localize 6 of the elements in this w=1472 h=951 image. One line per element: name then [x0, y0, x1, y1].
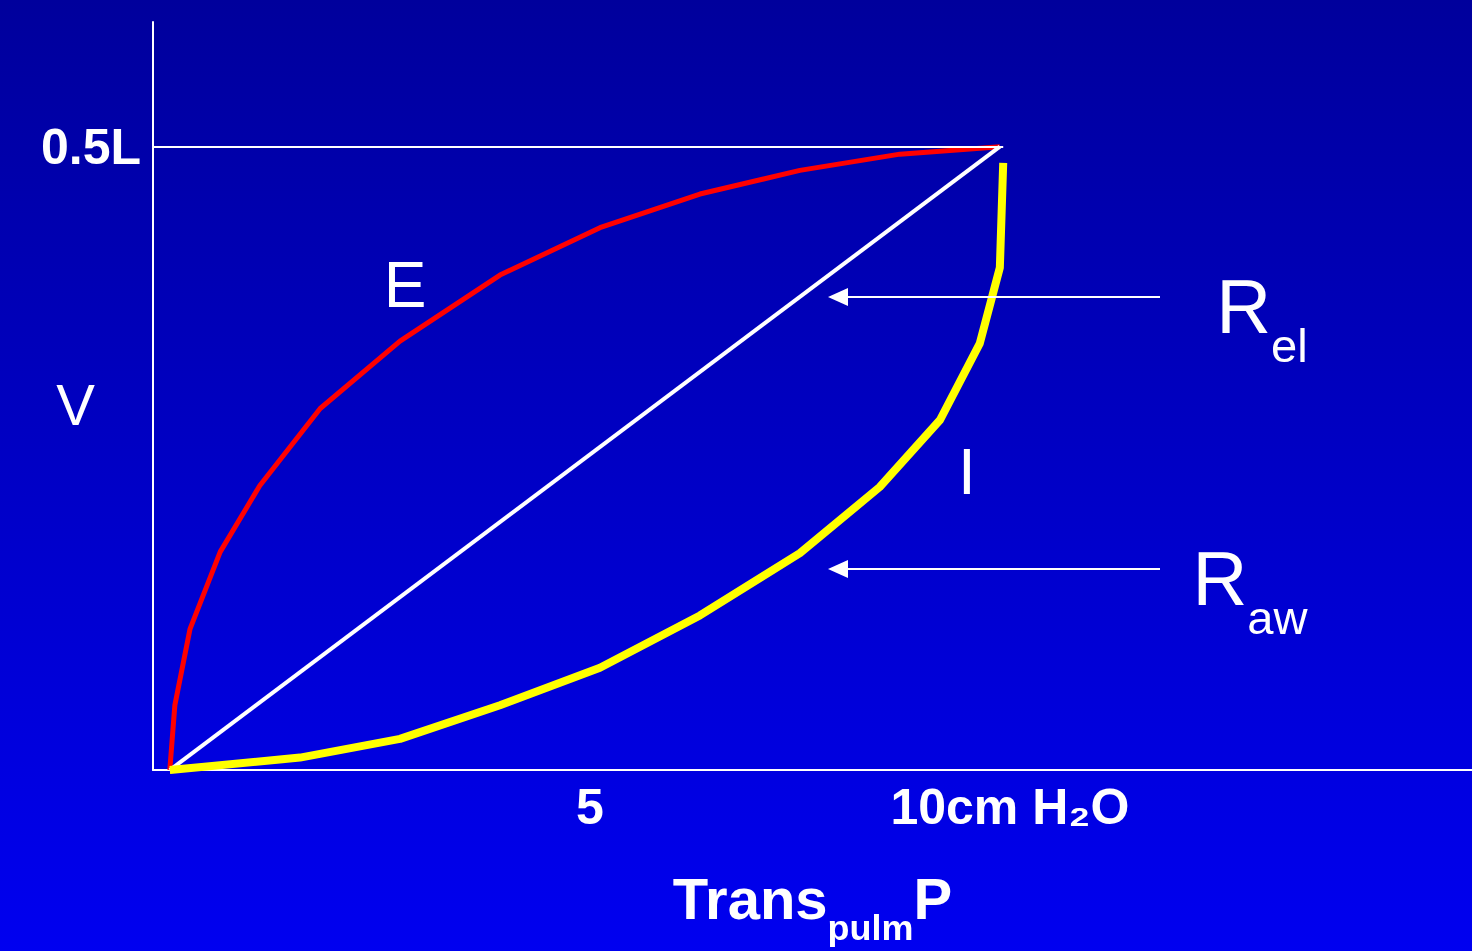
ref-line-label: 0.5L	[40, 118, 141, 175]
y-axis-title: V	[56, 372, 96, 438]
x-tick-label: 5	[575, 779, 604, 836]
annotation: I	[958, 435, 976, 508]
x-tick-label: 10cm H₂O	[890, 779, 1130, 836]
annotation: E	[383, 248, 427, 321]
